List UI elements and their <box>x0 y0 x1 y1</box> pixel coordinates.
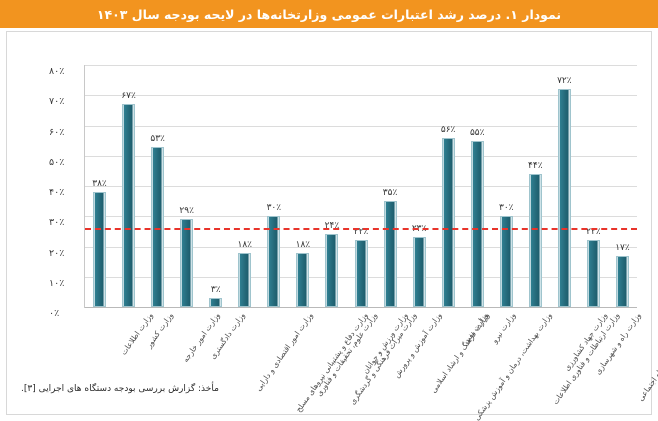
bar <box>441 137 455 307</box>
bar-value-label: ۲۴٪ <box>324 221 340 232</box>
bar-value-label: ۵۳٪ <box>150 133 165 144</box>
y-axis-tick-label: ۱۰٪ <box>49 277 65 289</box>
average-reference-line <box>85 228 637 231</box>
gridline <box>85 65 637 66</box>
bar-value-label: ۲۹٪ <box>179 206 194 217</box>
y-axis-tick-label: ۷۰٪ <box>49 96 65 108</box>
bar <box>122 104 136 307</box>
bar <box>296 252 310 307</box>
bar <box>470 140 484 307</box>
bar <box>325 234 339 307</box>
gridline <box>85 95 637 97</box>
y-axis-tick-label: ۰٪ <box>49 308 60 319</box>
bar-value-label: ۱۸٪ <box>237 239 253 250</box>
bar-value-label: ۶۷٪ <box>121 91 136 102</box>
chart-title-bar: نمودار ۱. درصد رشد اعتبارات عمومی وزارتخ… <box>0 0 658 28</box>
bar-value-label: ۵۶٪ <box>440 124 456 135</box>
chart-frame: ۰٪ ۱۰٪ ۲۰٪ ۳۰٪ ۴۰٪ ۵۰٪ ۶۰٪ ۷۰٪ ۸۰٪ ۳۸٪ ۶۷٪ ۵۳٪ ۲۹٪ ۳… <box>6 31 658 421</box>
bar <box>93 192 107 307</box>
bar-value-label: ۳۸٪ <box>92 179 107 190</box>
x-axis-category-label: وزارت تعاون، کار و رفاه اجتماعی <box>636 311 658 403</box>
page-title: نمودار ۱. درصد رشد اعتبارات عمومی وزارتخ… <box>96 6 562 22</box>
gridline <box>85 125 637 127</box>
y-axis-tick-label: ۶۰٪ <box>49 126 65 138</box>
bar <box>412 237 426 307</box>
bar-value-label: ۳۵٪ <box>382 188 398 199</box>
y-axis-tick-label: ۴۰٪ <box>49 187 65 198</box>
bar-value-label: ۲۲٪ <box>353 227 369 238</box>
source-note: مأخذ: گزارش بررسی بودجه دستگاه های اجرای… <box>21 384 219 394</box>
y-axis-tick-label: ۵۰٪ <box>49 156 65 168</box>
bar <box>557 89 571 307</box>
x-axis-category-label: وزارت اطلاعات <box>118 311 155 357</box>
bar <box>354 240 368 307</box>
gridline <box>85 155 637 157</box>
bar <box>180 219 194 307</box>
x-axis-category-label: وزارت بهداشت، درمان و آموزش پزشکی <box>472 311 554 421</box>
x-axis-line <box>85 307 637 308</box>
y-axis-tick-label: ۸۰٪ <box>49 66 65 77</box>
y-axis-line <box>84 65 85 308</box>
bar-value-label: ۳٪ <box>210 284 221 295</box>
bar <box>586 240 600 307</box>
bar-value-label: ۴۴٪ <box>528 160 543 171</box>
gridline <box>85 186 637 187</box>
bar-value-label: ۵۵٪ <box>469 127 485 138</box>
bar <box>209 297 223 307</box>
x-axis-category-label: وزارت نفت <box>461 311 490 346</box>
bar <box>383 201 397 307</box>
y-axis-tick-label: ۳۰٪ <box>49 217 65 229</box>
gridline <box>85 216 637 218</box>
bar <box>151 146 165 307</box>
bar <box>499 216 513 307</box>
bar <box>528 173 542 307</box>
bar <box>267 216 281 307</box>
bar-value-label: ۱۷٪ <box>615 242 630 253</box>
bar-value-label: ۳۰٪ <box>498 203 514 214</box>
bar-value-label: ۳۰٪ <box>266 203 282 214</box>
bar-value-label: ۲۲٪ <box>586 227 601 238</box>
x-axis-category-label: وزارت امور اقتصادی و دارایی <box>253 311 315 393</box>
bar <box>615 255 629 307</box>
bar-value-label: ۱۸٪ <box>295 239 311 250</box>
bar-value-label: ۷۲٪ <box>557 76 572 87</box>
x-axis-category-label: وزارت نیرو <box>490 311 518 345</box>
y-axis-tick-label: ۲۰٪ <box>49 247 65 259</box>
bar <box>238 252 252 307</box>
